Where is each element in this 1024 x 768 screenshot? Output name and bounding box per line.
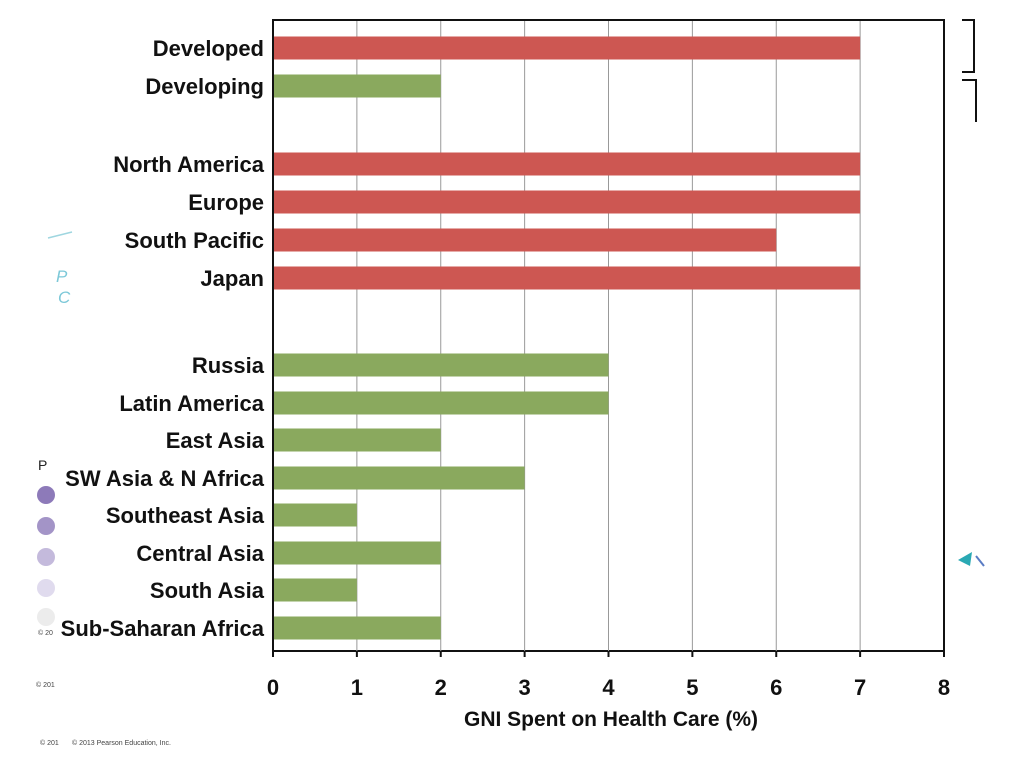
bar: [274, 428, 441, 452]
tick-label: 6: [770, 675, 782, 700]
bracket-upper: [962, 19, 975, 73]
bar: [274, 152, 861, 176]
fragment-letter-c: C: [58, 288, 71, 307]
tick-label: 8: [938, 675, 950, 700]
fragment-letter-p: P: [56, 267, 68, 286]
background-fragments: P C P: [37, 19, 985, 626]
legend-dot-5: [37, 608, 55, 626]
category-label: Europe: [188, 190, 264, 215]
category-label: Southeast Asia: [106, 503, 265, 528]
tick-label: 0: [267, 675, 279, 700]
category-label: Developing: [145, 74, 264, 99]
tick-label: 3: [519, 675, 531, 700]
bar: [274, 266, 861, 290]
bar: [274, 466, 525, 490]
bar: [274, 578, 357, 602]
copyright-fragment-2: © 201: [40, 739, 59, 747]
category-label: Sub-Saharan Africa: [61, 616, 265, 641]
category-label: South Pacific: [125, 228, 264, 253]
category-label: Japan: [200, 266, 264, 291]
bar: [274, 616, 441, 640]
copyright-fragment-3: © 20: [38, 629, 53, 637]
legend-dot-1: [37, 486, 55, 504]
bracket-lower: [962, 79, 977, 122]
bar: [274, 228, 777, 252]
category-label: South Asia: [150, 578, 265, 603]
teal-fragment-mark: [958, 552, 972, 566]
category-label: East Asia: [166, 428, 265, 453]
category-label: Central Asia: [136, 541, 264, 566]
copyright-text: © 2013 Pearson Education, Inc.: [72, 739, 171, 747]
legend-dot-2: [37, 517, 55, 535]
category-labels: Developed Developing North America Europe So…: [61, 36, 265, 641]
faint-line-mark: [47, 231, 73, 239]
tick-label: 5: [686, 675, 698, 700]
category-label: Developed: [153, 36, 264, 61]
category-label: Russia: [192, 353, 265, 378]
category-label: North America: [113, 152, 265, 177]
bars: [274, 36, 861, 640]
blue-fragment-mark: [975, 555, 985, 567]
tick-label: 1: [351, 675, 363, 700]
tick-label: 7: [854, 675, 866, 700]
category-label: Latin America: [119, 391, 264, 416]
x-axis-ticks: 0 1 2 3 4 5 6 7 8: [267, 651, 950, 700]
bar: [274, 541, 441, 565]
legend-dot-4: [37, 579, 55, 597]
bar: [274, 391, 609, 415]
tick-label: 4: [602, 675, 615, 700]
category-label: SW Asia & N Africa: [65, 466, 265, 491]
bar: [274, 503, 357, 527]
bar: [274, 190, 861, 214]
bar: [274, 74, 441, 98]
fragment-letter-p-lower: P: [38, 457, 47, 473]
bar: [274, 353, 609, 377]
tick-label: 2: [435, 675, 447, 700]
copyright-fragment-1: © 201: [36, 681, 55, 689]
x-axis-title: GNI Spent on Health Care (%): [464, 708, 758, 731]
bar: [274, 36, 861, 60]
legend-dot-3: [37, 548, 55, 566]
